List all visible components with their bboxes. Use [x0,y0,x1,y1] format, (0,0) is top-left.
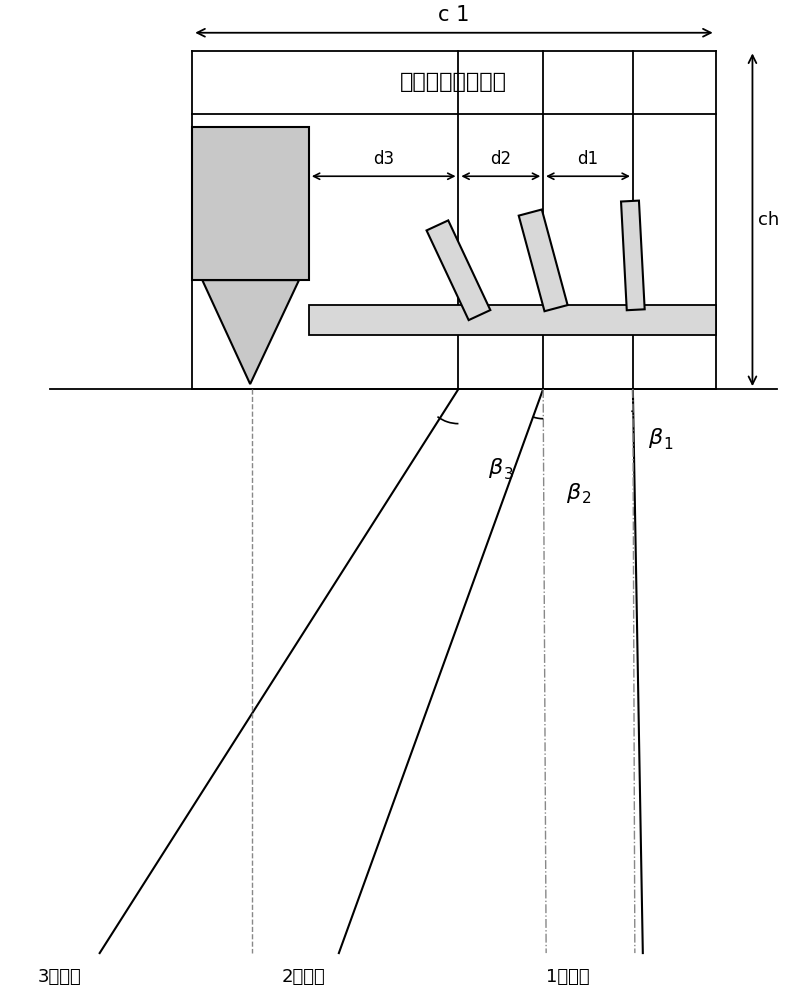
Text: $\beta$: $\beta$ [648,426,663,450]
Text: d1: d1 [578,150,599,168]
Text: 2: 2 [582,492,592,506]
Text: 1号激光: 1号激光 [546,968,590,986]
Text: 1: 1 [664,437,674,452]
Polygon shape [426,221,491,320]
Text: ch: ch [758,211,780,228]
Text: d3: d3 [373,150,394,168]
Text: 3号激光: 3号激光 [38,968,82,986]
Text: 单侧结构光传感器: 单侧结构光传感器 [400,72,507,92]
Text: c 1: c 1 [438,5,469,25]
Polygon shape [621,201,644,311]
Bar [309,305,716,334]
Text: $\beta$: $\beta$ [488,456,504,481]
Text: 3: 3 [504,467,514,482]
Bar [192,127,309,280]
Text: 2号激光: 2号激光 [282,968,326,986]
Polygon shape [203,280,299,384]
Text: d2: d2 [491,150,511,168]
Polygon shape [519,210,568,312]
Text: $\beta$: $\beta$ [566,481,582,505]
